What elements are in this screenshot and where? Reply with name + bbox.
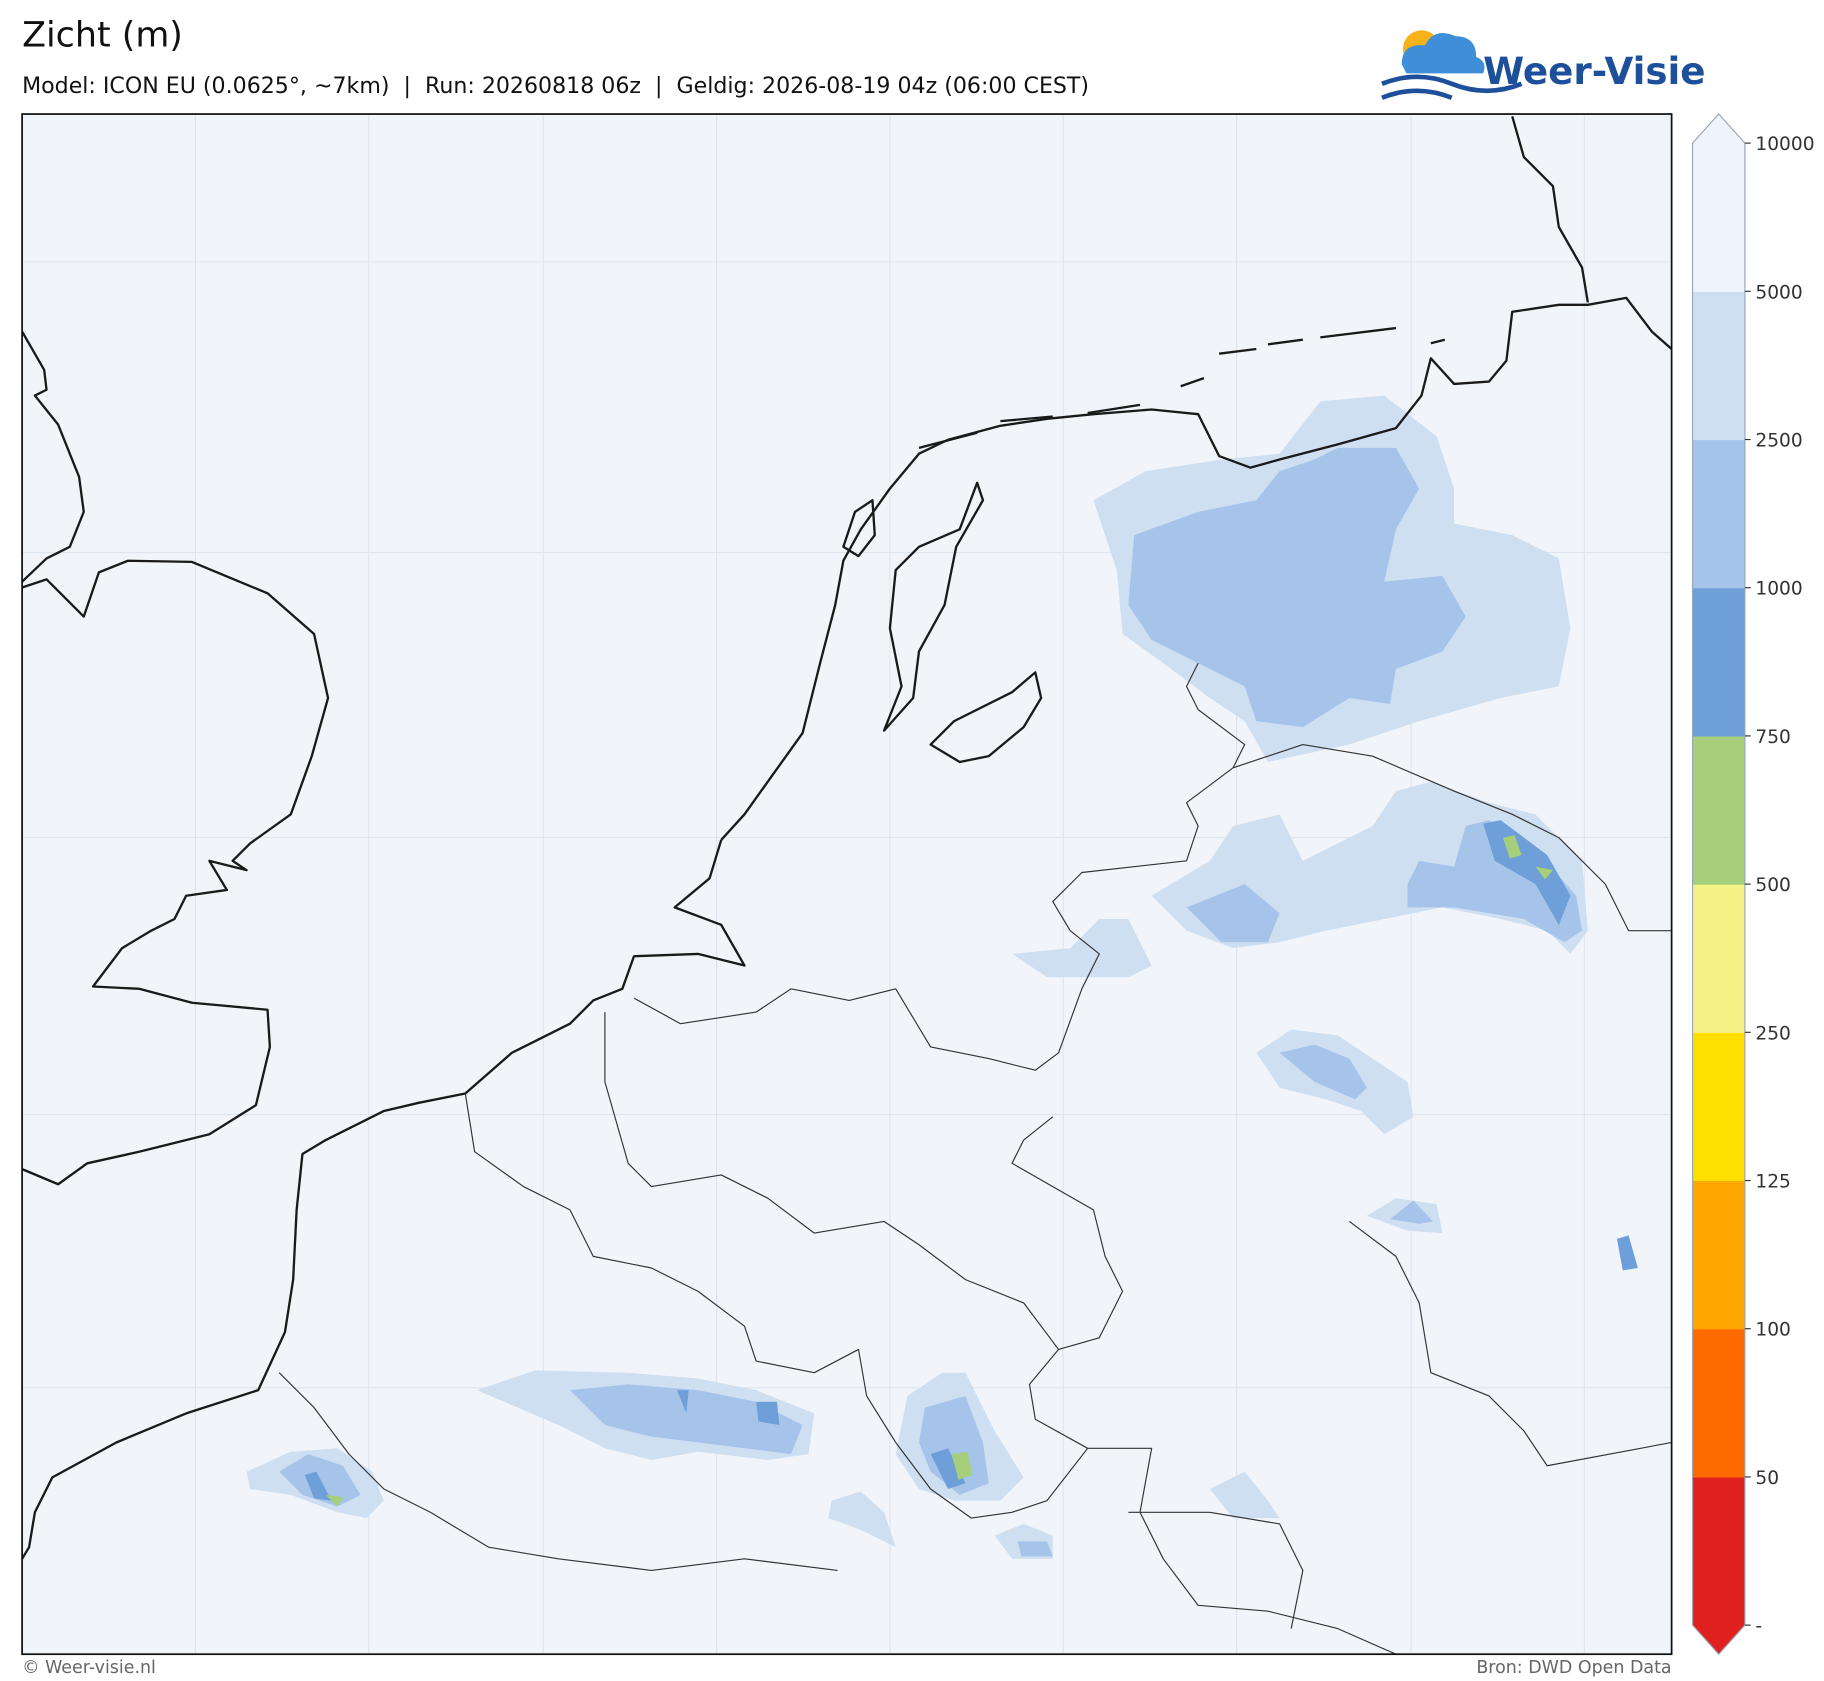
colorbar-tick-label: 500 — [1755, 875, 1791, 896]
colorbar-band — [1692, 1476, 1745, 1626]
border — [278, 743, 1672, 1629]
colorbar-tick-label: 50 — [1755, 1468, 1779, 1489]
fog-area — [1502, 835, 1553, 880]
border — [604, 1012, 1124, 1449]
border — [633, 662, 1246, 1071]
colorbar-tick-label: 750 — [1755, 727, 1791, 748]
logo-text: Weer-Visie — [1483, 49, 1705, 93]
borders — [278, 662, 1672, 1655]
colorbar-extend-max — [1692, 114, 1745, 144]
colorbar-tick-label: 2500 — [1755, 431, 1802, 452]
colorbar-extend-min — [1692, 1625, 1745, 1655]
colorbar-tick-label: - — [1755, 1616, 1762, 1637]
colorbar-tick-label: 5000 — [1755, 282, 1802, 303]
colorbar-band — [1692, 1328, 1745, 1478]
colorbar-band — [1692, 291, 1745, 441]
logo-cloud — [1401, 33, 1485, 74]
colorbar-band — [1692, 143, 1745, 292]
border — [464, 1093, 1397, 1655]
fog-areas — [246, 395, 1638, 1559]
footer-right: Bron: DWD Open Data — [1476, 1658, 1671, 1678]
colorbar-tick-label: 100 — [1755, 1320, 1791, 1341]
logo: Weer-Visie — [1381, 30, 1706, 100]
coastline — [21, 330, 85, 583]
fog-area — [1128, 447, 1466, 728]
colorbar-band — [1692, 735, 1745, 885]
footer-left: © Weer-visie.nl — [22, 1658, 156, 1678]
colorbar-tick-label: 1000 — [1755, 579, 1802, 600]
coastlines — [21, 116, 1673, 1560]
logo-waves — [1381, 74, 1523, 100]
coastline — [21, 559, 330, 1186]
coastline — [1511, 116, 1590, 303]
colorbar-band — [1692, 884, 1745, 1033]
colorbar-band — [1692, 1032, 1745, 1182]
fog-area — [1279, 1044, 1434, 1224]
title: Zicht (m) — [22, 16, 183, 56]
coastline — [21, 839, 746, 1560]
colorbar-tick-label: 10000 — [1755, 134, 1814, 155]
colorbar-tick-label: 125 — [1755, 1172, 1791, 1193]
fog-area — [1186, 820, 1583, 943]
coastline — [720, 296, 1673, 841]
colorbar-tick-label: 250 — [1755, 1023, 1791, 1044]
colorbar-band — [1692, 1180, 1745, 1330]
colorbar: - 50 100 125 250 500 750 1000 2500 5000 10000 — [1691, 113, 1815, 1656]
colorbar-band — [1692, 587, 1745, 737]
subtitle: Model: ICON EU (0.0625°, ~7km) | Run: 20… — [22, 73, 1089, 99]
fog-area — [279, 1384, 1053, 1557]
map-frame — [21, 113, 1673, 1656]
fog-area — [1483, 820, 1571, 925]
colorbar-band — [1692, 439, 1745, 589]
islands — [918, 326, 1446, 450]
coastline — [842, 481, 1043, 764]
